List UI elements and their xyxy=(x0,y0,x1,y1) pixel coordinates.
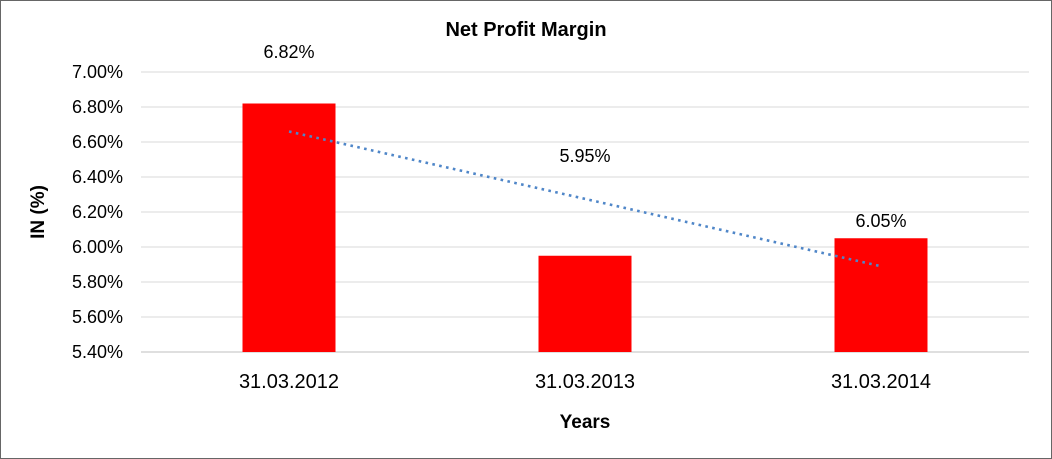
y-tick-label: 6.40% xyxy=(71,167,123,187)
trendline xyxy=(288,130,882,268)
bar xyxy=(538,255,632,352)
chart-title: Net Profit Margin xyxy=(445,19,607,41)
y-tick-label: 6.20% xyxy=(71,202,123,222)
y-tick-label: 6.60% xyxy=(71,132,123,152)
y-tick-label: 7.00% xyxy=(71,62,123,82)
y-tick-label: 5.60% xyxy=(71,307,123,327)
y-tick-label: 6.80% xyxy=(71,97,123,117)
category-label: 31.03.2012 xyxy=(238,371,340,393)
y-tick-label: 6.00% xyxy=(71,237,123,257)
y-tick-label: 5.80% xyxy=(71,272,123,292)
data-label: 5.95% xyxy=(559,146,611,166)
x-axis-title: Years xyxy=(559,412,611,433)
category-label: 31.03.2013 xyxy=(534,371,636,393)
data-label: 6.05% xyxy=(855,211,907,231)
y-tick-label: 5.40% xyxy=(71,342,123,362)
data-label: 6.82% xyxy=(263,42,315,62)
category-label: 31.03.2014 xyxy=(830,371,932,393)
bar xyxy=(242,103,336,352)
bar xyxy=(834,238,928,352)
